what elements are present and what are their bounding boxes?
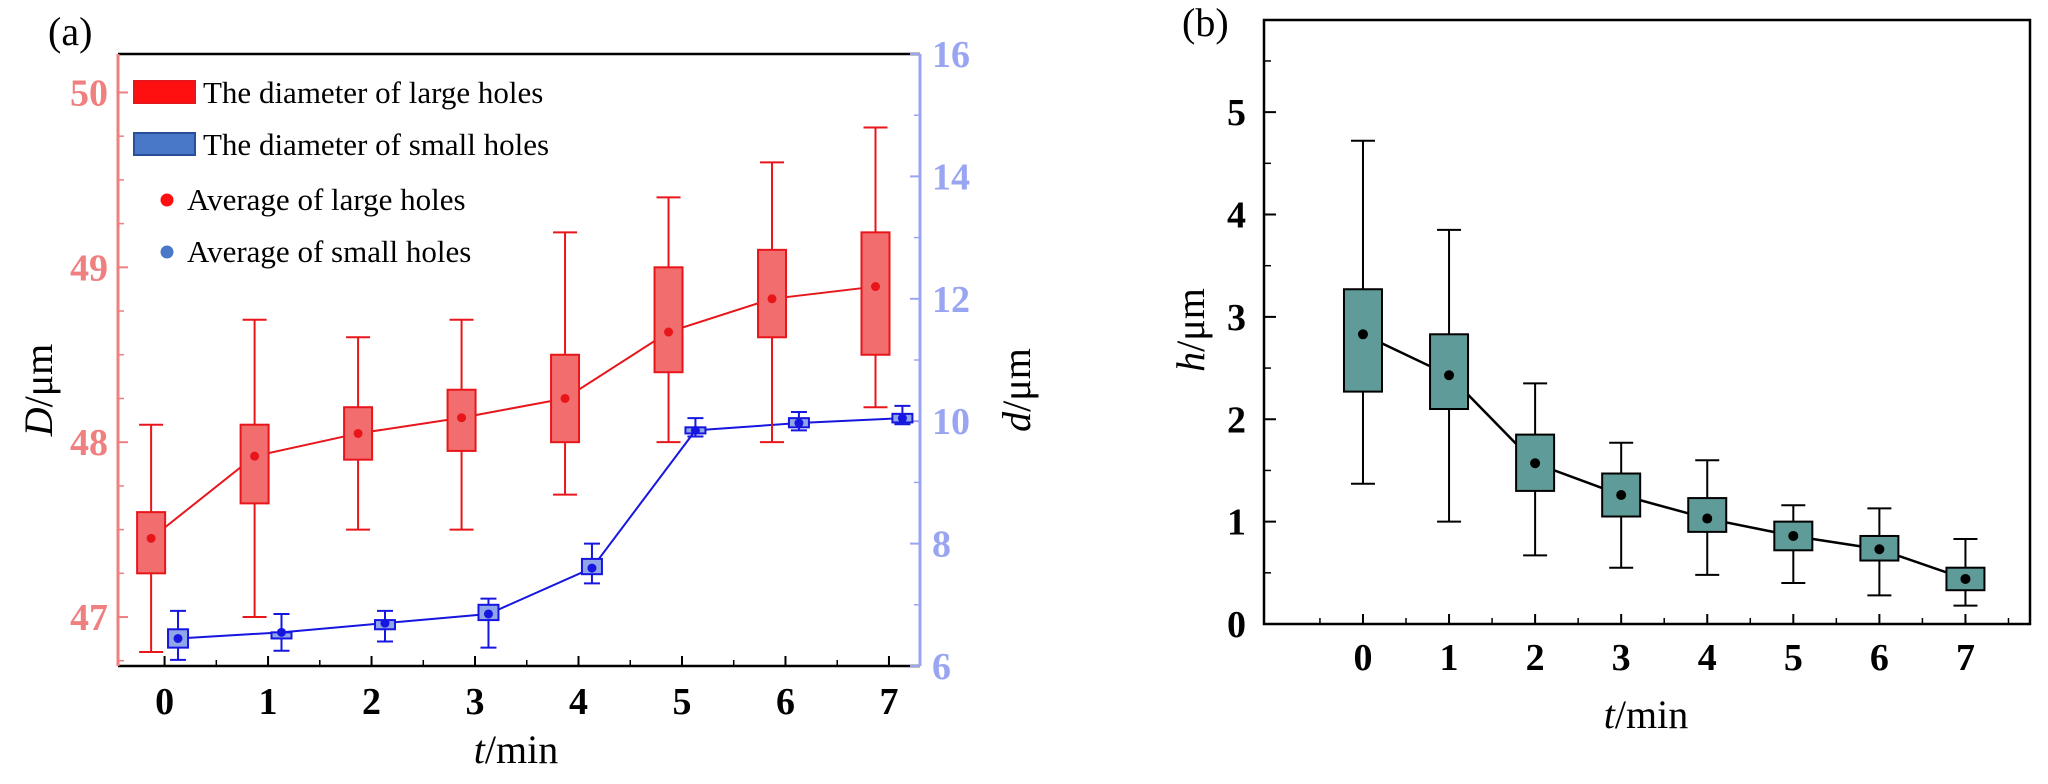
large-average-point xyxy=(767,294,777,304)
b-y-tick-label: 5 xyxy=(1227,92,1246,134)
x-tick-label: 0 xyxy=(155,681,174,723)
h-box xyxy=(1515,433,1556,492)
left-y-tick-label: 48 xyxy=(70,422,108,464)
legend-entry-small-holes: The diameter of small holes xyxy=(203,127,549,162)
panel-a-left-y-axis-title: D/μm xyxy=(16,344,61,438)
small-average-point xyxy=(483,609,493,619)
right-y-tick-label: 12 xyxy=(932,279,970,321)
h-mean-point xyxy=(1444,370,1455,381)
left-y-title-variable: D xyxy=(16,407,61,437)
large-average-point xyxy=(457,413,467,423)
large-average-point xyxy=(250,451,260,461)
b-y-title-unit: /μm xyxy=(1168,288,1213,352)
small-average-point xyxy=(897,413,907,423)
small-average-point xyxy=(173,633,183,643)
h-mean-point xyxy=(1616,490,1627,501)
left-y-tick-label: 47 xyxy=(70,597,108,639)
x-tick-label: 5 xyxy=(672,681,691,723)
small-average-point xyxy=(587,563,597,573)
left-y-title-unit: /μm xyxy=(16,344,61,408)
panel-b-frame xyxy=(1262,18,2032,626)
b-x-tick-label: 3 xyxy=(1612,637,1631,679)
panel-b-x-axis-title: t/min xyxy=(1604,692,1688,737)
panel-a-boxes xyxy=(136,126,914,661)
large-holes-box xyxy=(860,231,891,356)
b-y-title-variable: h xyxy=(1168,352,1213,372)
small-average-line xyxy=(177,417,903,640)
legend-entry-large-holes: The diameter of large holes xyxy=(203,75,543,110)
h-mean-point xyxy=(1357,329,1368,340)
large-holes-box xyxy=(239,423,270,505)
right-y-tick-label: 10 xyxy=(932,401,970,443)
panel-b-label: (b) xyxy=(1182,0,1229,45)
b-x-tick-label: 7 xyxy=(1956,637,1975,679)
small-average-point xyxy=(277,627,287,637)
x-title-unit: /min xyxy=(485,727,558,772)
small-average-point xyxy=(690,425,700,435)
b-x-title-variable: t xyxy=(1604,692,1616,737)
large-average-point xyxy=(871,282,881,292)
large-average-point xyxy=(146,533,156,543)
large-holes-box xyxy=(757,248,788,339)
legend-swatch-small-holes xyxy=(133,132,196,156)
left-y-tick-label: 50 xyxy=(70,72,108,114)
x-tick-label: 1 xyxy=(259,681,278,723)
legend-marker-small-average xyxy=(160,245,174,259)
large-average-point xyxy=(560,393,570,403)
b-x-tick-label: 5 xyxy=(1784,637,1803,679)
b-x-tick-label: 1 xyxy=(1440,637,1459,679)
x-tick-label: 3 xyxy=(466,681,485,723)
large-holes-box xyxy=(653,266,684,374)
large-average-point xyxy=(664,327,674,337)
x-tick-label: 6 xyxy=(776,681,795,723)
b-x-tick-label: 4 xyxy=(1698,637,1717,679)
x-title-variable: t xyxy=(474,727,486,772)
right-y-tick-label: 6 xyxy=(932,646,951,688)
b-y-tick-label: 3 xyxy=(1227,297,1246,339)
b-y-tick-label: 2 xyxy=(1227,399,1246,441)
h-mean-point xyxy=(1788,530,1799,541)
small-average-point xyxy=(380,618,390,628)
x-tick-label: 4 xyxy=(569,681,588,723)
x-tick-label: 2 xyxy=(362,681,381,723)
panel-a-x-axis-title: t/min xyxy=(474,727,558,772)
left-y-tick-label: 49 xyxy=(70,247,108,289)
b-x-tick-label: 6 xyxy=(1870,637,1889,679)
panel-b-boxes xyxy=(1342,139,1986,607)
b-y-tick-label: 0 xyxy=(1227,604,1246,646)
panel-b-y-axis-title: h/μm xyxy=(1168,288,1213,372)
panel-a-mean-lines xyxy=(150,285,903,640)
h-mean-point xyxy=(1874,544,1885,555)
h-mean-point xyxy=(1530,458,1541,469)
large-average-line xyxy=(150,285,876,540)
h-box xyxy=(1342,288,1383,393)
right-y-title-variable: d xyxy=(994,411,1039,432)
legend-swatch-large-holes xyxy=(133,80,196,104)
panel-b-chart: (b) 0 1 2 3 4 5 6 7 0 1 2 3 4 5 t/min h/μm xyxy=(1168,0,2032,737)
h-mean-point xyxy=(1960,573,1971,584)
b-y-tick-label: 4 xyxy=(1227,195,1246,237)
legend-entry-large-average: Average of large holes xyxy=(187,182,466,217)
legend-marker-large-average xyxy=(160,193,174,207)
small-average-point xyxy=(794,418,804,428)
b-x-tick-label: 0 xyxy=(1353,637,1372,679)
right-y-tick-label: 8 xyxy=(932,524,951,566)
b-x-tick-label: 2 xyxy=(1526,637,1545,679)
x-tick-label: 7 xyxy=(879,681,898,723)
right-y-tick-label: 16 xyxy=(932,34,970,76)
panel-a-label: (a) xyxy=(48,9,92,54)
h-mean-point xyxy=(1702,513,1713,524)
legend-entry-small-average: Average of small holes xyxy=(187,234,471,269)
right-y-title-unit: /μm xyxy=(994,348,1039,412)
b-x-title-unit: /min xyxy=(1615,692,1688,737)
b-y-tick-label: 1 xyxy=(1227,502,1246,544)
right-y-tick-label: 14 xyxy=(932,156,970,198)
large-average-point xyxy=(353,428,363,438)
panel-b-ticks: 0 1 2 3 4 5 6 7 0 1 2 3 4 5 xyxy=(1227,60,2010,679)
panel-a-legend: The diameter of large holes The diameter… xyxy=(133,75,549,269)
panel-a-right-y-axis-title: d/μm xyxy=(994,348,1039,432)
